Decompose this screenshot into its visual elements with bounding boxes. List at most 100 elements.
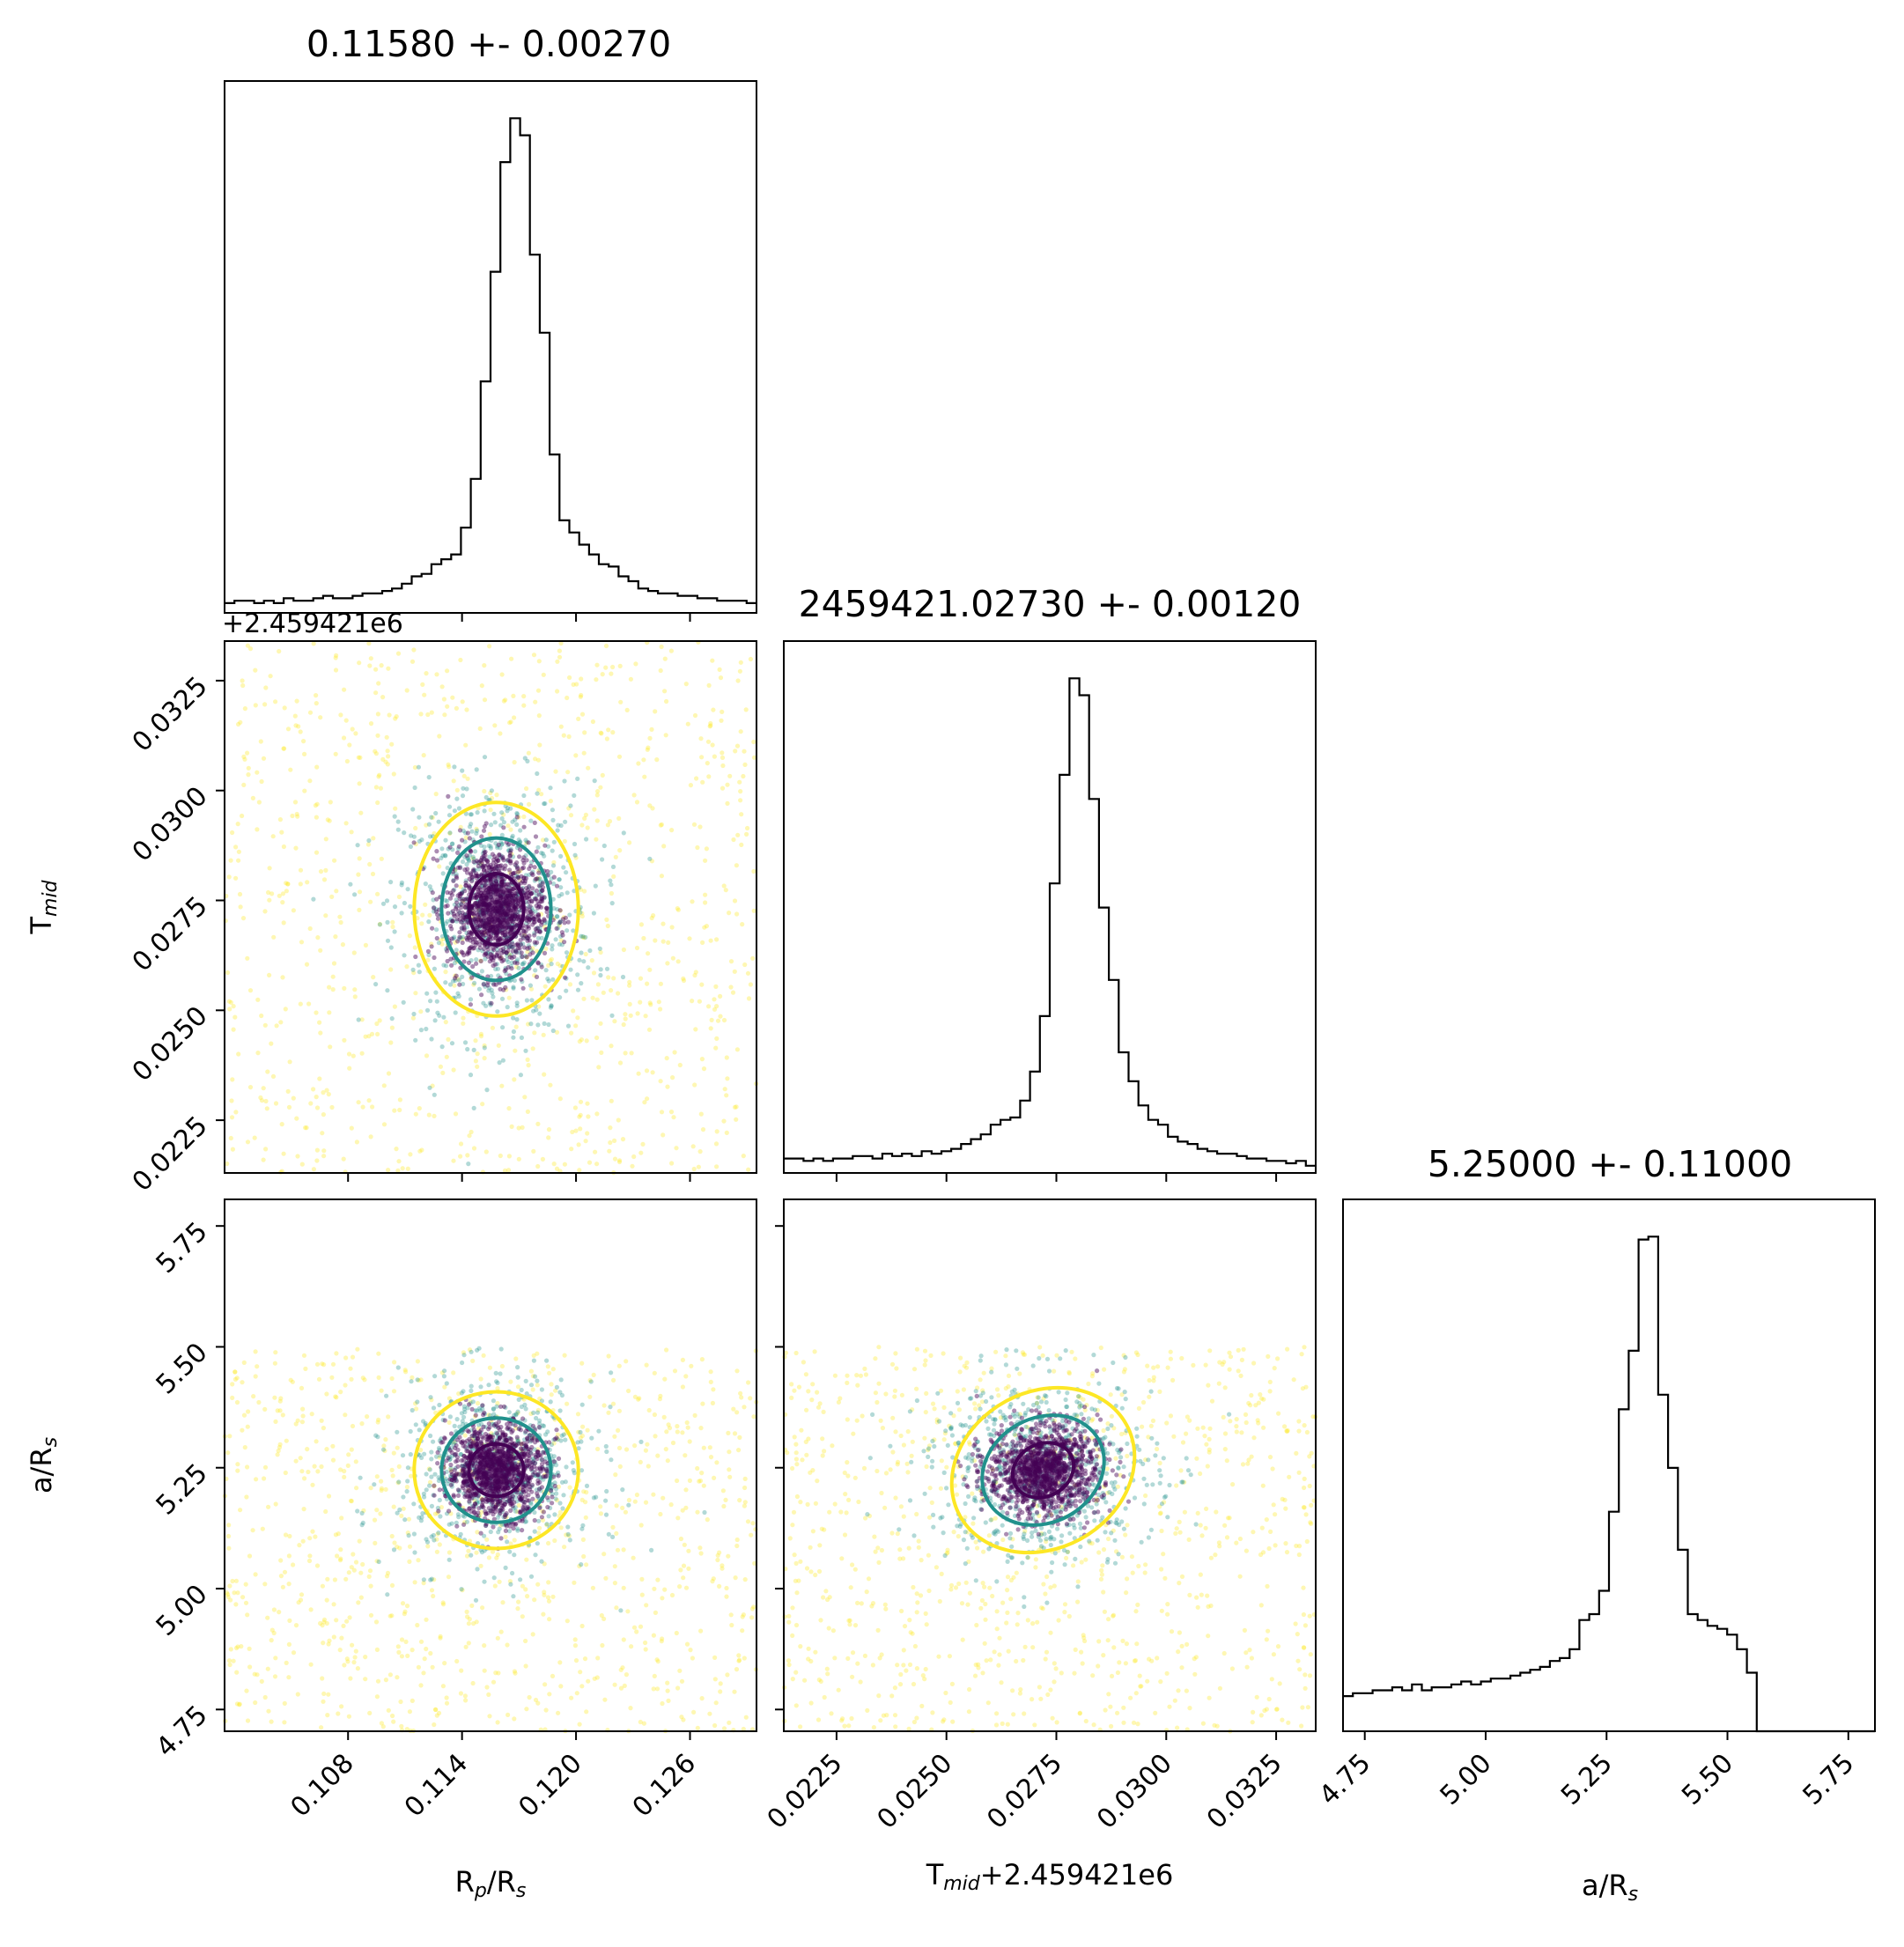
scatter-point: [514, 1017, 520, 1022]
scatter-point: [612, 1682, 617, 1687]
scatter-point: [404, 1604, 410, 1609]
scatter-point: [579, 950, 584, 955]
scatter-point: [359, 1051, 365, 1056]
scatter-point: [465, 950, 470, 955]
scatter-point: [234, 1375, 240, 1381]
scatter-point: [287, 1618, 292, 1623]
scatter-point: [333, 751, 338, 756]
scatter-point: [580, 1537, 587, 1542]
scatter-point: [411, 1011, 417, 1017]
scatter-point: [723, 1497, 728, 1502]
scatter-point: [574, 1691, 579, 1696]
scatter-point: [311, 1087, 316, 1092]
scatter-point: [572, 1637, 578, 1642]
scatter-point: [342, 1663, 347, 1668]
scatter-point: [495, 1720, 500, 1725]
scatter-point: [282, 1700, 287, 1706]
scatter-point: [463, 915, 469, 920]
scatter-point: [338, 712, 343, 718]
scatter-point: [424, 671, 429, 676]
scatter-point: [511, 1029, 517, 1035]
scatter-point: [594, 677, 599, 682]
scatter-point: [269, 1638, 274, 1643]
scatter-point: [691, 1709, 697, 1715]
scatter-point: [501, 948, 506, 954]
scatter-point: [456, 993, 461, 999]
scatter-point: [507, 870, 513, 875]
scatter-point: [515, 874, 520, 880]
scatter-point: [280, 900, 285, 905]
scatter-point: [391, 1547, 397, 1552]
scatter-point: [518, 868, 523, 874]
scatter-point: [692, 712, 698, 719]
scatter-point: [724, 1055, 729, 1060]
scatter-point: [437, 734, 442, 739]
scatter-point: [525, 758, 530, 764]
scatter-point: [708, 1379, 713, 1384]
scatter-point: [509, 926, 514, 931]
scatter-point: [273, 1101, 279, 1106]
scatter-point: [467, 836, 472, 841]
scatter-point: [464, 925, 470, 930]
scatter-point: [579, 822, 585, 828]
scatter-point: [718, 993, 723, 999]
scatter-point: [514, 923, 520, 928]
scatter-point: [244, 1688, 249, 1693]
scatter-point: [494, 952, 499, 957]
scatter-point: [467, 1499, 472, 1504]
scatter-point: [582, 1656, 588, 1662]
scatter-point: [522, 1095, 528, 1100]
scatter-point: [461, 1522, 467, 1527]
scatter-point: [720, 1488, 727, 1493]
scatter-point: [739, 1395, 744, 1400]
scatter-point: [377, 1018, 382, 1023]
scatter-point: [408, 1428, 413, 1434]
scatter-point: [621, 947, 627, 953]
scatter-point: [311, 896, 316, 902]
scatter-point: [475, 810, 480, 815]
scatter-point: [502, 934, 507, 940]
scatter-point: [505, 1642, 510, 1648]
scatter-point: [706, 774, 712, 779]
scatter-point: [565, 1531, 571, 1537]
scatter-point: [550, 1494, 555, 1500]
scatter-point: [381, 1122, 387, 1127]
scatter-point: [535, 1700, 541, 1706]
scatter-point: [255, 1364, 260, 1369]
scatter-point: [613, 1472, 618, 1478]
scatter-point: [387, 1672, 393, 1678]
scatter-point: [273, 1501, 278, 1507]
scatter-point: [433, 990, 439, 995]
scatter-point: [493, 1370, 498, 1375]
scatter-point: [478, 863, 484, 868]
scatter-point: [531, 916, 536, 921]
scatter-point: [468, 812, 474, 817]
scatter-point: [277, 893, 282, 898]
scatter-point: [558, 1684, 564, 1689]
scatter-point: [460, 793, 466, 799]
scatter-point: [324, 1447, 329, 1452]
scatter-point: [496, 842, 501, 848]
scatter-point: [552, 1538, 557, 1544]
scatter-point: [446, 1036, 451, 1042]
scatter-point: [697, 999, 703, 1004]
scatter-point: [493, 841, 498, 846]
scatter-point: [512, 1716, 517, 1722]
scatter-point: [450, 841, 455, 846]
scatter-point: [268, 674, 273, 679]
scatter-point: [395, 1168, 401, 1173]
scatter-point: [535, 935, 542, 940]
scatter-point: [235, 1468, 240, 1473]
scatter-point: [259, 1013, 264, 1019]
scatter-point: [532, 1030, 537, 1036]
scatter-point: [682, 1542, 687, 1547]
scatter-point: [483, 933, 489, 938]
scatter-point: [484, 868, 490, 874]
scatter-point: [658, 1511, 663, 1517]
scatter-point: [426, 775, 432, 780]
scatter-point: [334, 1395, 339, 1400]
scatter-point: [708, 720, 713, 726]
scatter-point: [740, 922, 745, 927]
scatter-point: [554, 1491, 559, 1496]
scatter-point: [473, 1038, 478, 1044]
